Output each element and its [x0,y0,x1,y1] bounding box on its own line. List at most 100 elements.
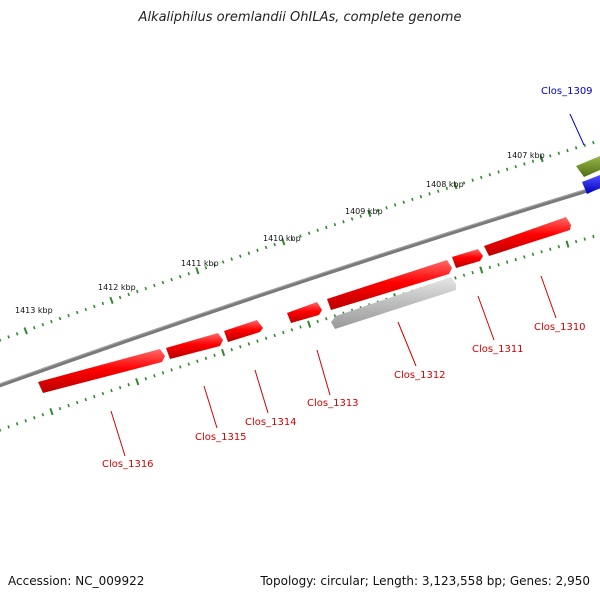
minor-tick [93,394,96,399]
kbp-label: 1412 kbp [98,283,136,292]
minor-tick [436,189,440,193]
minor-tick [230,257,233,261]
kbp-label: 1411 kbp [181,259,219,268]
minor-tick [531,252,535,257]
minor-tick [256,248,259,253]
minor-tick [316,319,319,324]
minor-tick [557,151,561,155]
minor-tick [428,192,431,196]
minor-tick [566,148,569,153]
gene-label-clos-1312[interactable]: Clos_1312 [394,370,446,381]
gene-clos-1313-arrow[interactable] [287,302,322,323]
gene-clos-1314-arrow[interactable] [224,320,263,342]
minor-tick [583,237,586,241]
minor-tick [342,220,345,224]
gene-clos-1309-olive-arrow[interactable] [576,156,600,177]
gene-label-clos-1310[interactable]: Clos_1310 [534,322,586,333]
minor-tick [333,222,337,227]
kbp-label: 1408 kbp [426,180,464,189]
kbp-label: 1409 kbp [345,207,383,216]
minor-tick [307,231,311,235]
gene-clos-1316-arrow[interactable] [38,349,165,393]
gene-label-clos-1316[interactable]: Clos_1316 [102,459,154,470]
minor-tick [290,328,294,332]
minor-tick [514,257,517,262]
minor-tick [93,304,96,309]
minor-tick [505,260,509,264]
minor-tick [497,170,500,174]
minor-tick [419,194,423,199]
minor-tick [196,359,199,363]
minor-tick [592,234,595,239]
ruler-labels: 1407 kbp 1408 kbp 1409 kbp 1410 kbp 1411 kbp… [15,151,545,315]
major-tick [479,266,484,274]
minor-tick [454,276,457,280]
major-tick [367,209,372,218]
minor-tick [282,330,285,335]
minor-tick [523,255,526,259]
kbp-label: 1410 kbp [263,234,301,243]
major-tick [135,378,140,386]
minor-tick [592,140,595,145]
minor-tick [299,325,302,329]
major-tick [109,296,114,305]
minor-tick [153,283,156,288]
gene-label-clos-1309[interactable]: Clos_1309 [541,86,593,97]
minor-tick [480,175,483,180]
minor-tick [247,251,251,255]
minor-tick [187,272,191,276]
kbp-label: 1407 kbp [507,151,545,160]
gene-clos-1312-arrow[interactable] [331,277,456,329]
minor-tick [239,345,242,349]
major-tick [565,240,570,248]
minor-tick [127,292,130,297]
gene-clos-1315-arrow[interactable] [166,333,223,359]
outer-tick-ring [0,140,595,342]
gene-label-clos-1313[interactable]: Clos_1313 [307,398,359,409]
gene-clos-1311b-arrow[interactable] [327,260,452,310]
minor-tick [187,362,190,366]
minor-tick [41,322,45,327]
minor-tick [67,313,70,318]
major-tick [195,267,200,275]
minor-tick [58,406,62,411]
minor-tick [213,353,216,358]
minor-tick [101,301,105,306]
major-tick [23,327,28,335]
gene-clos-1309[interactable] [576,156,600,194]
gene-label-clos-1314[interactable]: Clos_1314 [245,417,297,428]
minor-tick [256,339,259,343]
gene-label-clos-1315[interactable]: Clos_1315 [195,432,247,443]
minor-tick [264,245,268,250]
minor-tick [247,342,251,346]
minor-tick [213,263,216,267]
gene-clos-1311-arrow[interactable] [452,249,483,268]
minor-tick [7,335,10,339]
minor-tick [170,368,173,372]
minor-tick [574,146,578,150]
accession-text: Accession: NC_009922 [8,574,145,588]
minor-tick [170,277,173,282]
minor-tick [505,167,509,171]
minor-tick [462,181,466,185]
minor-tick [33,416,36,420]
minor-tick [136,289,139,294]
minor-tick [161,371,165,375]
major-tick [453,182,458,190]
gene-label-clos-1311[interactable]: Clos_1311 [472,344,524,355]
minor-tick [178,274,182,279]
gene-clos-1310-arrow[interactable] [484,217,571,256]
inner-tick-ring [0,234,595,432]
major-tick [49,407,54,416]
minor-tick [75,400,79,405]
minor-tick [488,265,492,270]
minor-tick [497,263,500,267]
gene-clos-1309-arrow[interactable] [582,175,600,194]
minor-tick [531,159,535,163]
minor-tick [7,425,10,429]
minor-tick [33,326,36,330]
minor-tick [514,164,517,169]
minor-tick [471,270,474,275]
minor-tick [84,397,88,402]
